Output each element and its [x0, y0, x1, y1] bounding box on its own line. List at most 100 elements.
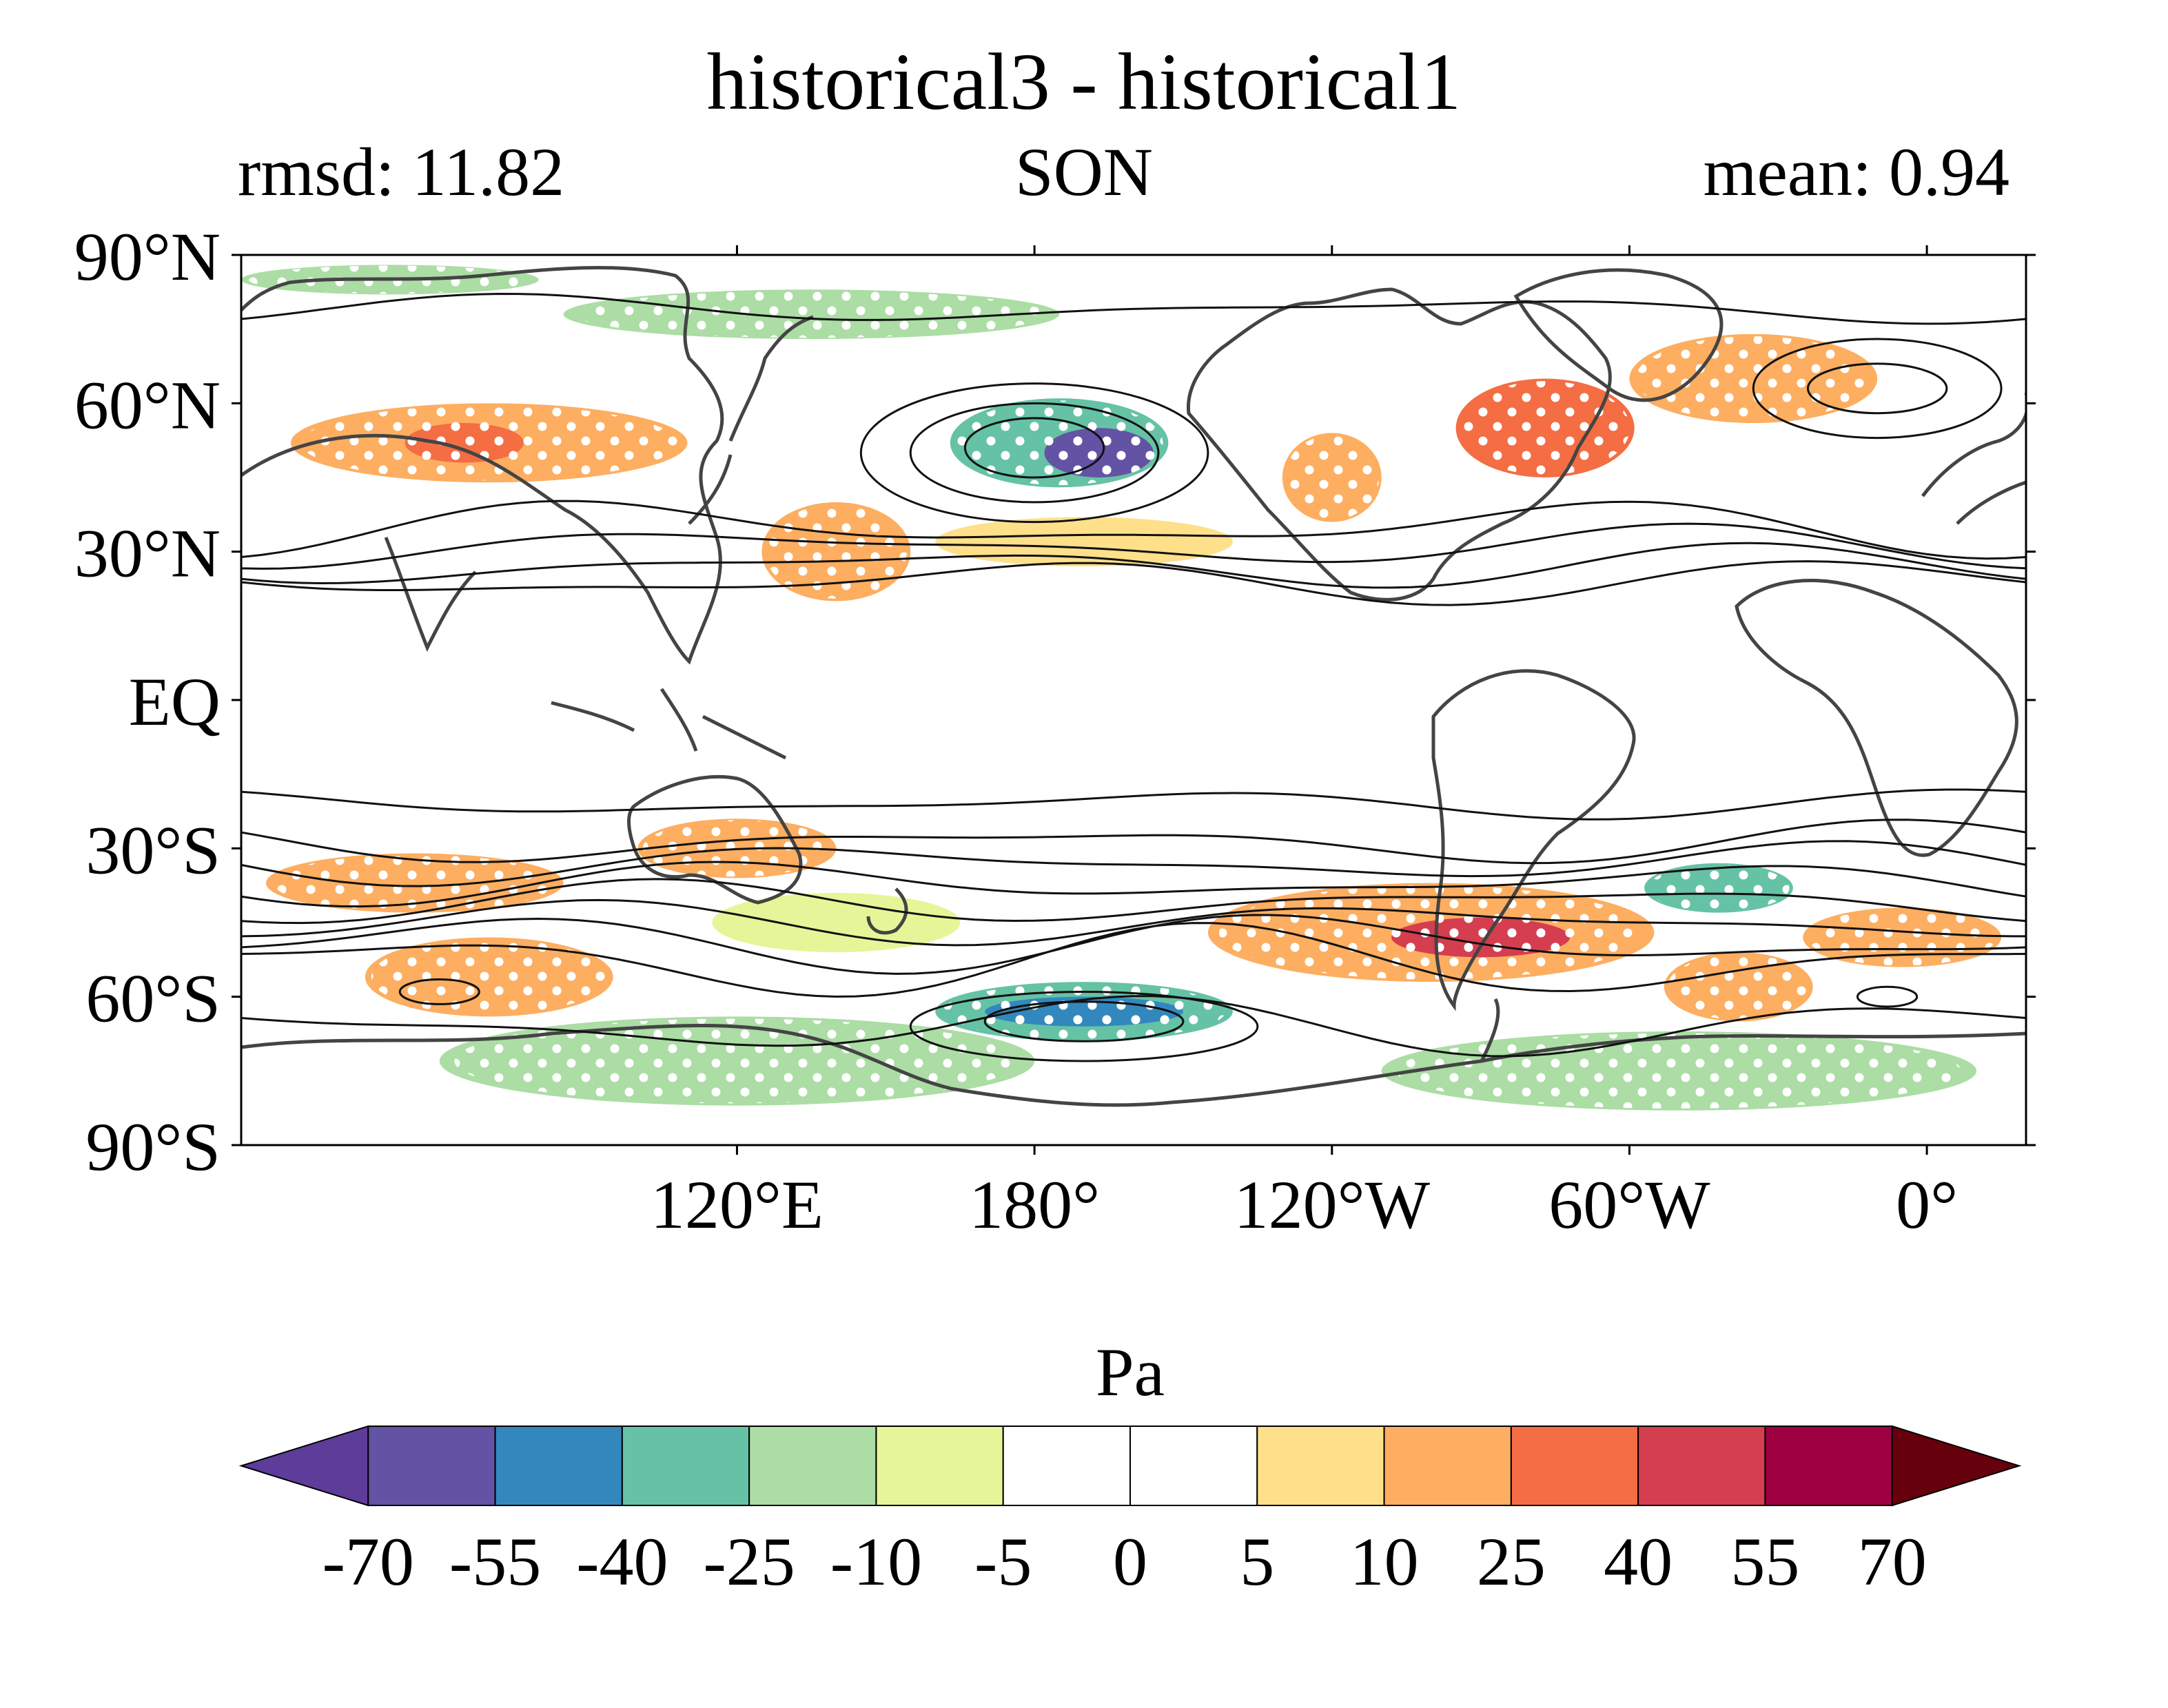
- coastline-maritime: [551, 688, 787, 760]
- stipple-region-1: [1047, 429, 1151, 477]
- plot-title: historical3 - historical1: [706, 37, 1462, 127]
- contour-line-21: [241, 500, 2026, 560]
- contour-line-0: [859, 382, 1209, 524]
- lat-label: 90°S: [85, 1109, 221, 1185]
- map-axes: 90°N 60°N 30°N EQ 30°S 60°S 90°S 120°E 180° 120°W…: [74, 218, 2036, 1240]
- lat-label: 30°S: [85, 812, 221, 888]
- stipple-region-11: [273, 854, 556, 912]
- season-label: SON: [1014, 134, 1154, 210]
- rmsd-label: rmsd: 11.82: [238, 134, 565, 210]
- coastline-australia: [627, 774, 803, 905]
- colorbar-segment: [1764, 1426, 1893, 1506]
- colorbar-tick-label: 25: [1477, 1523, 1546, 1600]
- lat-label: 60°S: [85, 960, 221, 1037]
- colorbar-tick-label: -25: [703, 1523, 795, 1600]
- colorbar-segment: [875, 1426, 1004, 1506]
- colorbar-segment: [494, 1426, 623, 1506]
- contour-line-19: [241, 542, 2026, 589]
- contour-line-2: [963, 417, 1105, 479]
- coastline-europe: [1921, 393, 2026, 525]
- map-figure: 90°N 60°N 30°N EQ 30°S 60°S 90°S 120°E 180° 120°W…: [74, 218, 2036, 1240]
- lon-label: 0°: [1896, 1166, 1958, 1240]
- contour-line-14: [241, 898, 2026, 947]
- colorbar-segment: [1002, 1426, 1131, 1506]
- colorbar-segment: [748, 1426, 877, 1506]
- contour-line-22: [241, 292, 2026, 325]
- lon-label: 120°W: [1234, 1166, 1431, 1240]
- coastline-south-america: [1431, 669, 1636, 1011]
- colorbar-under-arrow: [238, 1425, 369, 1507]
- colorbar-tick-label: 10: [1350, 1523, 1419, 1600]
- colorbar-segment: [367, 1426, 496, 1506]
- colorbar-segment: [1510, 1426, 1639, 1506]
- stipple-region-7: [765, 504, 907, 599]
- colorbar-segments: -70 -55 -40 -25 -10 -5 0 5 10 25 40 55 70 Pa: [238, 1334, 2022, 1600]
- contour-line-16: [241, 922, 2026, 998]
- colorbar-unit-label: Pa: [1096, 1334, 1165, 1410]
- colorbar-tick-label: -5: [974, 1523, 1032, 1600]
- stipple-region-20: [454, 1018, 1020, 1104]
- colorbar-tick-label: 70: [1858, 1523, 1927, 1600]
- stipple-region-3: [1635, 336, 1872, 421]
- stipple-region-5: [407, 424, 521, 462]
- colorbar-segment: [1383, 1426, 1512, 1506]
- contour-line-7: [983, 1000, 1185, 1042]
- contour-line-15: [241, 914, 2026, 975]
- colorbar-tick-label: -40: [576, 1523, 668, 1600]
- coastline-new-zealand: [866, 887, 908, 935]
- stipple-region-16: [1668, 954, 1810, 1020]
- contour-line-11: [241, 840, 2026, 887]
- anomaly-blob-22: [712, 892, 961, 953]
- lon-label: 180°: [969, 1166, 1100, 1240]
- contour-line-17: [241, 995, 2026, 1058]
- lon-label: 60°W: [1548, 1166, 1710, 1240]
- colorbar-tick-label: 0: [1113, 1523, 1147, 1600]
- coastline-antarctic-peninsula: [1480, 998, 1500, 1062]
- stipple-region-12: [371, 939, 607, 1015]
- colorbar-segment: [1256, 1426, 1385, 1506]
- colorbar-segment: [621, 1426, 750, 1506]
- coastline-africa: [1735, 579, 2018, 857]
- colorbar-tick-label: 5: [1240, 1523, 1274, 1600]
- colorbar-tick-label: -70: [323, 1523, 414, 1600]
- contour-line-5: [398, 978, 480, 1005]
- colorbar-tick-label: -55: [449, 1523, 541, 1600]
- colorbar-tick-label: 40: [1604, 1523, 1673, 1600]
- contour-line-12: [241, 861, 2026, 908]
- stipple-region-6: [1285, 435, 1380, 520]
- colorbar-over-arrow: [1891, 1425, 2022, 1507]
- stipple-region-15: [1648, 864, 1790, 912]
- coastline-greenland: [1513, 268, 1724, 402]
- contour-line-18: [241, 560, 2026, 606]
- contour-line-4: [1806, 362, 1948, 415]
- anomaly-blob-8: [935, 517, 1233, 567]
- stipple-region-2: [1460, 381, 1630, 475]
- coastline-japan: [688, 454, 733, 525]
- contour-line-3: [1752, 338, 2003, 440]
- lon-label: 120°E: [651, 1166, 824, 1240]
- contour-line-1: [909, 402, 1160, 504]
- contour-line-6: [909, 990, 1259, 1062]
- lat-label: EQ: [129, 663, 221, 740]
- stipple-region-17: [1808, 909, 1996, 966]
- stipple-region-14: [1395, 918, 1566, 956]
- contour-line-9: [241, 788, 2026, 821]
- lat-label: 30°N: [74, 515, 221, 592]
- coastline-north-america: [1186, 287, 1612, 601]
- contour-line-20: [241, 522, 2026, 570]
- colorbar-tick-label: -10: [830, 1523, 922, 1600]
- contour-line-8: [1856, 985, 1919, 1008]
- colorbar-tick-label: 55: [1730, 1523, 1799, 1600]
- contours: [241, 292, 2026, 1062]
- colorbar-segment: [1129, 1426, 1258, 1506]
- contour-line-10: [241, 819, 2026, 865]
- coastlines: [241, 265, 2026, 1107]
- coastline-india: [384, 537, 477, 652]
- contour-line-13: [241, 878, 2026, 925]
- stipple-region-9: [575, 291, 1047, 338]
- lat-label: 60°N: [74, 367, 221, 443]
- coastline-kamchatka: [728, 315, 814, 442]
- mean-label: mean: 0.94: [1703, 134, 2010, 210]
- lat-label: 90°N: [74, 218, 221, 295]
